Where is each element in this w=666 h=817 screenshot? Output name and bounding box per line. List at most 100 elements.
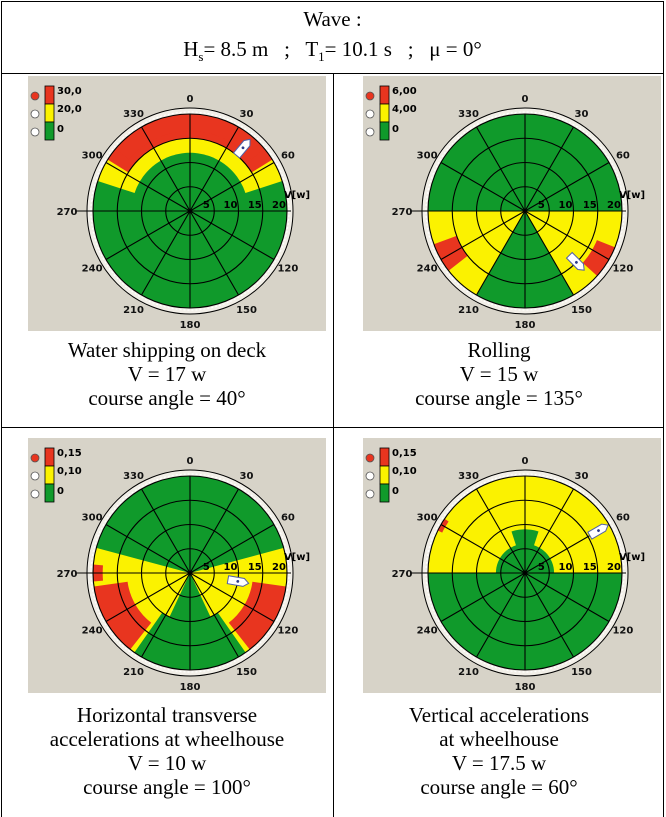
angle-label: 240: [417, 626, 438, 637]
radial-line: [524, 162, 610, 212]
angle-label: 180: [515, 320, 536, 331]
angle-label: 300: [82, 151, 103, 162]
angle-label: 240: [82, 626, 103, 637]
speed-label: 20: [607, 562, 621, 573]
wave-title: Wave :: [303, 7, 362, 31]
angle-label: 120: [612, 626, 633, 637]
radial-line: [189, 488, 239, 574]
radial-line: [189, 126, 239, 212]
angle-label: 120: [277, 626, 298, 637]
divider: [1, 427, 664, 428]
radial-line: [524, 572, 610, 622]
radial-line: [189, 210, 239, 296]
angle-label: 300: [82, 513, 103, 524]
radial-line: [524, 572, 574, 658]
polar-diagram-water-shipping: 0 30 60 120 150 180 210 240 270 300 330 5 10 15 20 V[w]…: [28, 76, 326, 331]
legend-value: 0: [392, 486, 399, 497]
polar-diagram-rolling: 0 30 60 120 150 180 210 240 270 300 330 5 10 15 20 V[w]…: [363, 76, 661, 331]
radial-line: [440, 524, 526, 574]
legend-radio: [30, 127, 40, 137]
angle-label: 270: [57, 207, 78, 218]
legend-value: 0,10: [57, 466, 82, 477]
legend-radio: [30, 471, 40, 481]
speed-label: 15: [248, 562, 262, 573]
angle-label: 270: [57, 569, 78, 580]
radial-line: [105, 210, 191, 260]
angle-label: 180: [515, 682, 536, 693]
legend-radio: [365, 453, 375, 463]
angle-label: 30: [575, 471, 589, 482]
angle-label: 330: [123, 109, 144, 120]
legend-radio: [365, 489, 375, 499]
angle-label: 30: [575, 109, 589, 120]
angle-label: 120: [277, 264, 298, 275]
caption-water-shipping: Water shipping on deck V = 17 w course a…: [67, 338, 267, 410]
angle-label: 330: [123, 471, 144, 482]
angle-label: 210: [123, 667, 144, 678]
radial-line: [189, 572, 239, 658]
angle-label: 300: [417, 513, 438, 524]
radial-line: [524, 488, 574, 574]
angle-label: 330: [458, 471, 479, 482]
legend-value: 0: [57, 124, 64, 135]
legend-radio: [30, 91, 40, 101]
angle-label: 60: [616, 513, 630, 524]
caption-rolling: Rolling V = 15 w course angle = 135°: [415, 338, 583, 410]
legend-radio: [365, 91, 375, 101]
angle-label: 30: [240, 471, 254, 482]
legend: 0,15 0,10 0: [365, 447, 417, 503]
radial-line: [440, 162, 526, 212]
legend-radio: [30, 489, 40, 499]
legend: 0,15 0,10 0: [30, 447, 82, 503]
radial-line: [189, 162, 275, 212]
angle-label: 210: [458, 667, 479, 678]
speed-axis-label: V[w]: [284, 190, 310, 201]
radial-line: [141, 126, 191, 212]
legend-value: 0: [57, 486, 64, 497]
radial-line: [440, 210, 526, 260]
legend-value: 0,10: [392, 466, 417, 477]
angle-label: 30: [240, 109, 254, 120]
radial-line: [476, 572, 526, 658]
speed-label: 15: [248, 200, 262, 211]
caption-vertical-acc: Vertical accelerations at wheelhouse V =…: [408, 703, 590, 799]
wave-parameters: Hs= 8.5 m ; T1= 10.1 s ; μ = 0°: [183, 37, 482, 65]
speed-label: 10: [224, 200, 238, 211]
angle-label: 180: [180, 320, 201, 331]
legend-value: 4,00: [392, 104, 417, 115]
radial-line: [476, 488, 526, 574]
angle-label: 150: [571, 305, 592, 316]
speed-label: 10: [559, 200, 573, 211]
radial-line: [105, 524, 191, 574]
legend-value: 0,15: [392, 448, 417, 459]
radial-line: [476, 126, 526, 212]
radial-line: [440, 572, 526, 622]
angle-label: 0: [187, 94, 194, 105]
angle-label: 60: [281, 151, 295, 162]
legend: 30,0 20,0 0: [30, 85, 82, 141]
angle-label: 60: [281, 513, 295, 524]
ship-marker: [587, 523, 609, 540]
speed-label: 5: [538, 200, 545, 211]
legend-radio: [30, 453, 40, 463]
ship-marker: [232, 138, 251, 159]
radial-line: [141, 210, 191, 296]
ship-marker: [565, 251, 585, 271]
angle-label: 330: [458, 109, 479, 120]
angle-label: 270: [392, 569, 413, 580]
angle-label: 0: [522, 94, 529, 105]
speed-label: 20: [272, 200, 286, 211]
speed-label: 10: [224, 562, 238, 573]
angle-label: 0: [522, 456, 529, 467]
angle-label: 270: [392, 207, 413, 218]
polar-diagram-horizontal-acc: 0 30 60 120 150 180 210 240 270 300 330 5 10 15 20 V[w]…: [28, 438, 326, 693]
radial-line: [105, 162, 191, 212]
speed-axis-label: V[w]: [284, 552, 310, 563]
wave-header: Wave : Hs= 8.5 m ; T1= 10.1 s ; μ = 0°: [1, 1, 664, 73]
angle-label: 120: [612, 264, 633, 275]
angle-label: 240: [417, 264, 438, 275]
speed-label: 10: [559, 562, 573, 573]
angle-label: 180: [180, 682, 201, 693]
speed-label: 5: [203, 200, 210, 211]
